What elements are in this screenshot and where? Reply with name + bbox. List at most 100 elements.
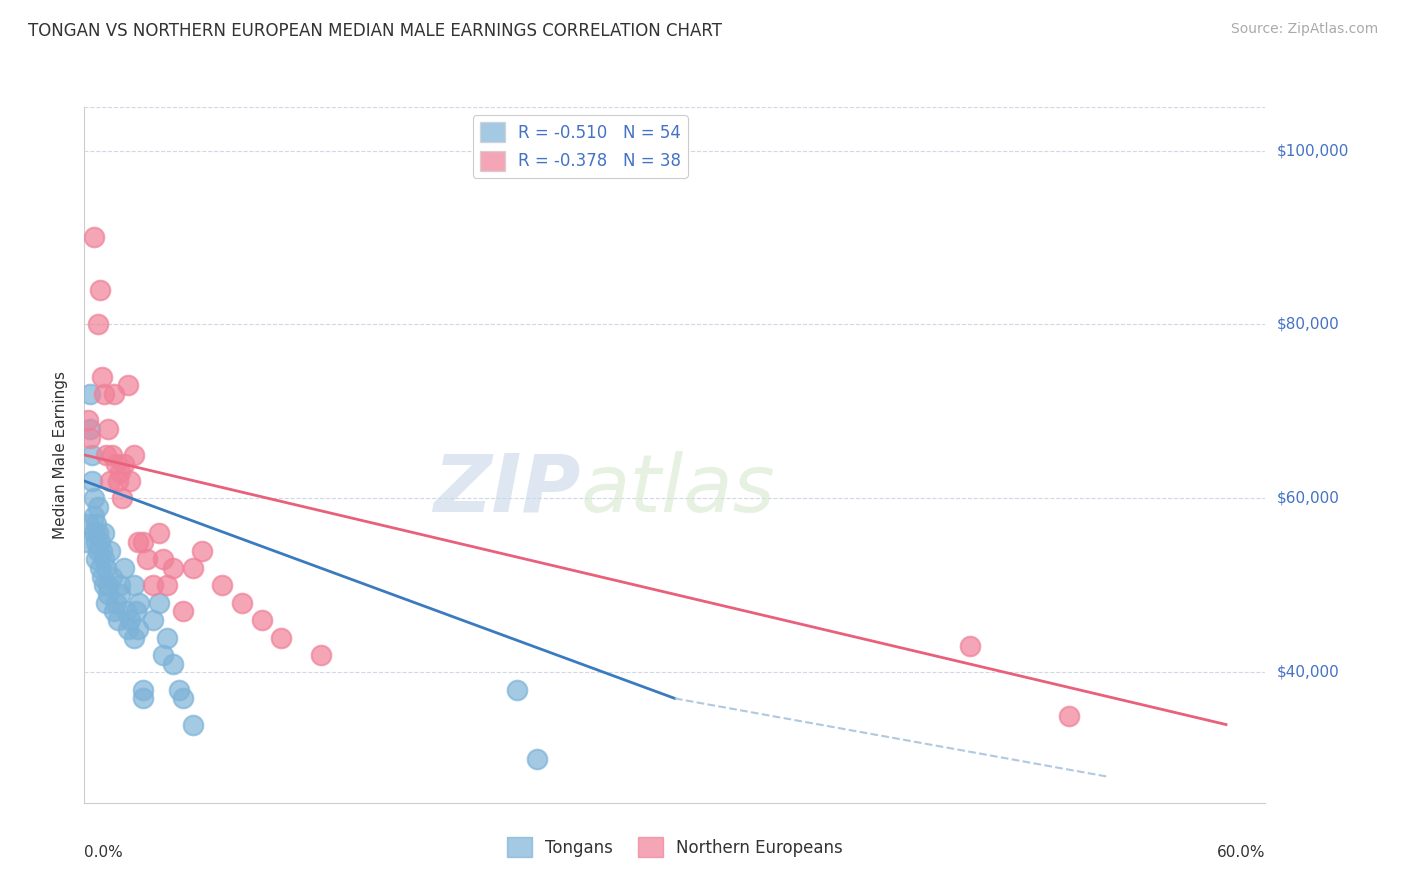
Point [231,596,253,610]
Text: ZIP: ZIP [433,450,581,529]
Point [1057,708,1080,723]
Point [181,717,204,731]
Point [84,517,107,532]
Point [87,500,110,514]
Point [172,605,194,619]
Point [250,613,273,627]
Point [93,552,115,566]
Point [107,613,129,627]
Text: $80,000: $80,000 [1277,317,1340,332]
Point [114,605,136,619]
Point [103,605,125,619]
Point [124,605,146,619]
Point [93,578,115,592]
Point [75,535,97,549]
Point [91,570,114,584]
Point [107,474,129,488]
Point [103,387,125,401]
Point [132,682,155,697]
Point [98,543,121,558]
Point [122,631,145,645]
Point [148,526,170,541]
Point [152,648,174,662]
Point [148,596,170,610]
Point [172,691,194,706]
Point [118,474,141,488]
Point [117,378,139,392]
Point [162,657,184,671]
Point [108,587,131,601]
Point [91,543,114,558]
Point [87,526,110,541]
Point [84,535,107,549]
Point [309,648,332,662]
Point [94,448,117,462]
Point [89,535,111,549]
Point [82,474,104,488]
Point [959,639,981,653]
Point [526,752,548,766]
Point [97,578,120,592]
Point [112,561,135,575]
Text: 60.0%: 60.0% [1218,845,1265,860]
Point [111,491,134,506]
Point [142,613,165,627]
Point [136,552,159,566]
Point [162,561,184,575]
Point [82,448,104,462]
Point [77,413,100,427]
Point [132,691,155,706]
Point [84,552,107,566]
Point [191,543,214,558]
Point [83,526,105,541]
Point [97,422,120,436]
Text: TONGAN VS NORTHERN EUROPEAN MEDIAN MALE EARNINGS CORRELATION CHART: TONGAN VS NORTHERN EUROPEAN MEDIAN MALE … [28,22,723,40]
Text: 0.0%: 0.0% [84,845,124,860]
Text: $60,000: $60,000 [1277,491,1340,506]
Point [108,466,131,480]
Point [98,474,121,488]
Point [89,561,111,575]
Point [270,631,292,645]
Point [127,535,149,549]
Text: atlas: atlas [581,450,775,529]
Point [108,578,131,592]
Point [93,387,115,401]
Point [156,578,179,592]
Point [101,570,124,584]
Point [93,526,115,541]
Point [142,578,165,592]
Point [127,622,149,636]
Point [211,578,233,592]
Point [79,431,101,445]
Text: $40,000: $40,000 [1277,665,1340,680]
Point [94,561,117,575]
Point [87,318,110,332]
Point [83,508,105,523]
Point [104,457,127,471]
Point [83,491,105,506]
Point [89,283,111,297]
Point [83,230,105,244]
Point [97,587,120,601]
Point [118,613,141,627]
Point [101,448,124,462]
Point [112,457,135,471]
Point [91,369,114,384]
Point [79,387,101,401]
Point [117,622,139,636]
Legend: Tongans, Northern Europeans: Tongans, Northern Europeans [501,830,849,864]
Y-axis label: Median Male Earnings: Median Male Earnings [53,371,69,539]
Point [156,631,179,645]
Point [506,682,529,697]
Point [181,561,204,575]
Point [128,596,150,610]
Text: Source: ZipAtlas.com: Source: ZipAtlas.com [1230,22,1378,37]
Point [79,422,101,436]
Point [104,596,127,610]
Point [77,517,100,532]
Point [87,543,110,558]
Text: $100,000: $100,000 [1277,143,1348,158]
Point [122,578,145,592]
Point [122,448,145,462]
